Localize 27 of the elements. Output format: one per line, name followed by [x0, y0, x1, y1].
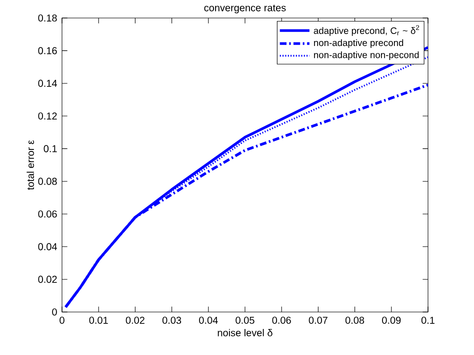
x-tick-label: 0 — [60, 316, 64, 324]
y-tick-label: 0.18 — [38, 14, 57, 22]
x-tick-label: 0.02 — [126, 316, 144, 324]
y-axis-title: total error ε — [26, 140, 34, 190]
x-tick-label: 0.03 — [162, 316, 182, 324]
y-tick-label: 0.16 — [38, 47, 57, 54]
x-tick-label: 0.01 — [89, 316, 108, 324]
y-tick-label: 0 — [52, 308, 57, 316]
x-tick-label: 0.1 — [421, 316, 434, 324]
y-tick-label: 0.08 — [38, 178, 57, 185]
y-tick-label: 0.1 — [44, 145, 57, 152]
x-tick-label: 0.05 — [236, 316, 254, 324]
y-tick-label: 0.02 — [38, 276, 57, 283]
y-tick-label: 0.06 — [38, 210, 57, 218]
y-tick-label: 0.04 — [38, 243, 57, 250]
x-tick-label: 0.06 — [272, 316, 291, 324]
y-tick-label: 0.14 — [38, 80, 57, 87]
x-axis-title: noise level δ — [218, 328, 272, 336]
legend-label: non-adaptive non-pecond — [314, 51, 419, 60]
chart-title: convergence rates — [204, 4, 286, 14]
y-tick-label: 0.12 — [38, 112, 57, 120]
legend-label: non-adaptive precond — [314, 39, 404, 48]
x-tick-label: 0.04 — [199, 316, 218, 324]
x-tick-label: 0.07 — [308, 316, 328, 324]
legend-label: adaptive precond, C$_{r}$ ~ δ$^{2}$ — [314, 25, 420, 36]
x-tick-label: 0.09 — [382, 316, 401, 324]
x-tick-label: 0.08 — [345, 316, 364, 324]
